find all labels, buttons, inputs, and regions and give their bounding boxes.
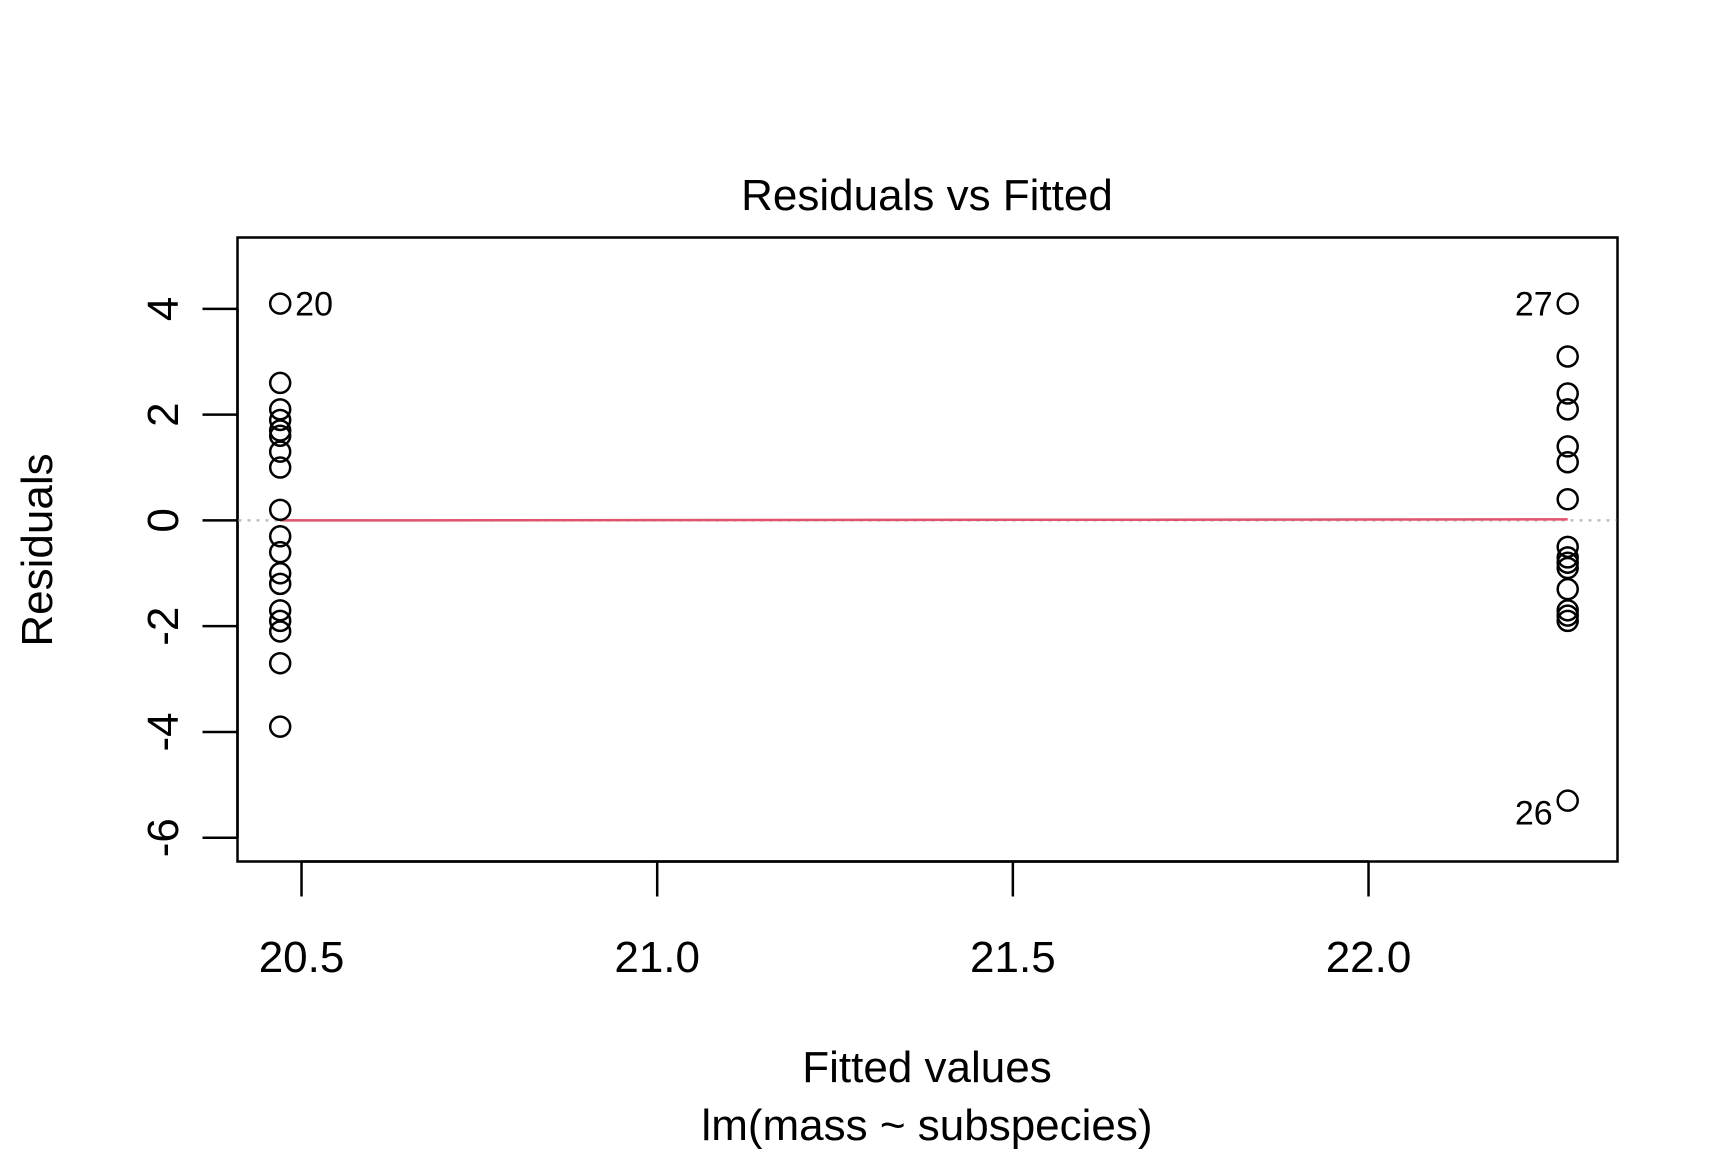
- x-axis-label: Fitted values: [802, 1043, 1051, 1092]
- residual-point: [268, 715, 292, 738]
- point-label: 26: [1515, 795, 1553, 833]
- residual-point: [268, 562, 292, 585]
- residual-point: [1556, 488, 1579, 511]
- x-tick-label: 21.0: [614, 933, 700, 982]
- y-tick-label: 0: [139, 508, 188, 532]
- residual-point: [268, 371, 292, 395]
- point-label: 27: [1515, 286, 1553, 324]
- y-tick-label: -6: [139, 818, 188, 857]
- residual-point: [268, 292, 292, 315]
- residual-point: [1556, 789, 1579, 812]
- y-tick-label: -2: [139, 607, 188, 646]
- residual-point: [1556, 604, 1579, 627]
- x-tick-label: 22.0: [1326, 933, 1412, 982]
- data-points: [268, 292, 1579, 812]
- residual-point: [1556, 450, 1579, 474]
- y-axis-label: Residuals: [13, 453, 62, 646]
- residual-point: [1556, 292, 1579, 315]
- plot-frame: [236, 236, 1619, 863]
- residual-point: [268, 498, 292, 522]
- residual-point: [268, 525, 292, 548]
- residual-point: [268, 424, 292, 448]
- residual-point: [268, 572, 292, 596]
- y-tick-label: 2: [139, 402, 188, 426]
- x-tick-label: 20.5: [259, 933, 345, 982]
- x-axis: 20.5 21.0 21.5 22.0: [259, 860, 1412, 982]
- residual-point: [268, 651, 292, 675]
- residual-point: [268, 440, 292, 463]
- point-labels: 20 27 26: [295, 286, 1553, 833]
- residual-point: [268, 408, 292, 432]
- residual-point: [1556, 551, 1579, 574]
- residual-point: [1556, 382, 1579, 405]
- residual-point: [268, 620, 292, 643]
- residual-point: [1556, 398, 1579, 421]
- chart-title: Residuals vs Fitted: [741, 171, 1113, 220]
- residual-point: [268, 456, 292, 479]
- residual-point: [1556, 435, 1579, 458]
- residual-point: [1556, 599, 1579, 622]
- y-tick-label: 4: [139, 297, 188, 321]
- residual-point: [1556, 546, 1579, 569]
- y-axis: -6 -4 -2 0 2 4: [139, 297, 239, 857]
- smoother-line: [280, 518, 1568, 522]
- residual-point: [268, 609, 292, 633]
- x-tick-label: 21.5: [970, 933, 1056, 982]
- model-formula-label: lm(mass ~ subspecies): [701, 1101, 1152, 1150]
- point-label: 20: [295, 286, 333, 324]
- residual-point: [1556, 345, 1579, 368]
- y-tick-label: -4: [139, 712, 188, 751]
- residual-point: [1556, 577, 1579, 601]
- residual-point: [1556, 609, 1579, 633]
